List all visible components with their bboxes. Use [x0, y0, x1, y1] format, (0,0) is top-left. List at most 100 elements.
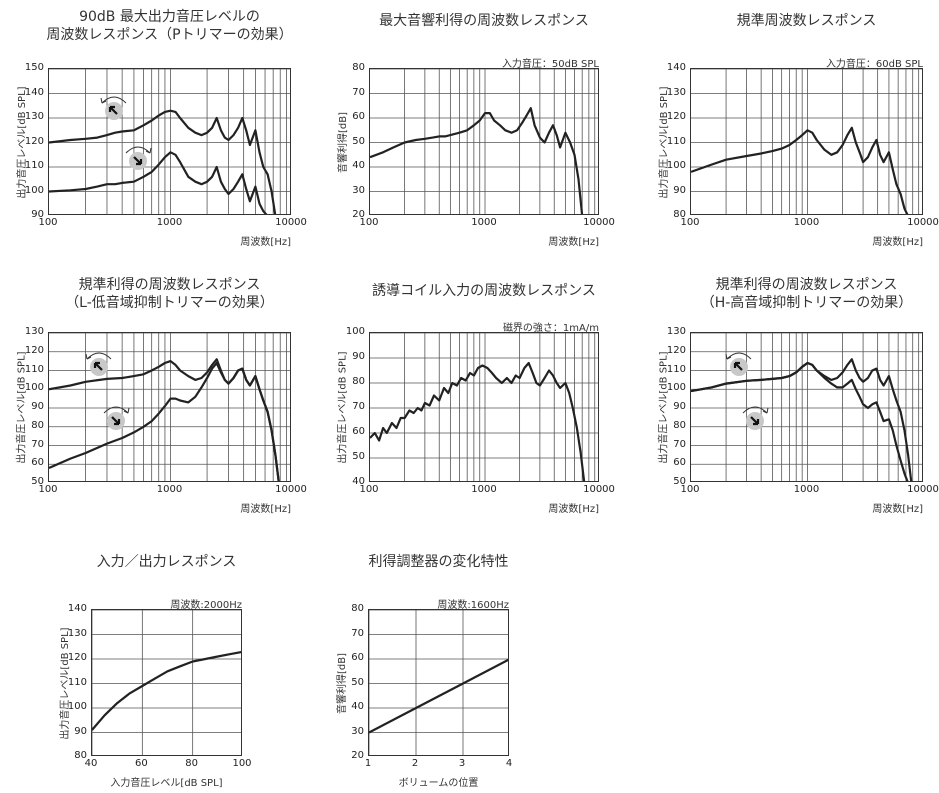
x-tick-label: 10000 [907, 484, 939, 495]
series-line [691, 361, 909, 481]
y-tick-label: 70 [352, 86, 365, 98]
x-axis-label: 周波数[Hz] [872, 504, 923, 515]
y-tick-label: 80 [352, 376, 365, 387]
y-tick-label: 60 [352, 426, 365, 437]
x-tick-label: 1000 [793, 484, 820, 495]
y-axis-label: 音響利得[dB] [336, 652, 348, 714]
plot-area [690, 68, 923, 215]
chart-svg [691, 69, 922, 214]
y-tick-label: 140 [67, 603, 87, 614]
chart-title-line: 利得調整器の変化特性 [368, 554, 509, 570]
y-tick-label: 60 [673, 457, 686, 469]
chart-title-line: 90dB 最大出力音圧レベルの [79, 9, 260, 25]
y-tick-label: 40 [352, 160, 365, 171]
x-axis-label: 周波数[Hz] [872, 237, 923, 248]
y-axis-label: 出力音圧レベル[dB SPL] [337, 351, 349, 464]
chart-title: 規準利得の周波数レスポンス （L-低音域抑制トリマーの効果） [28, 276, 311, 312]
rotate-arrow-icon [103, 406, 130, 413]
x-tick-label: 40 [84, 758, 98, 769]
series-line [49, 361, 280, 481]
y-tick-label: 130 [24, 111, 44, 122]
chart-annotation: 周波数:2000Hz [170, 600, 242, 611]
y-tick-label: 110 [67, 676, 87, 688]
x-tick-label: 1000 [156, 217, 183, 228]
plot-area [690, 332, 923, 482]
x-tick-label: 10000 [583, 217, 615, 228]
x-tick-label: 4 [505, 758, 513, 769]
x-tick-label: 100 [680, 217, 700, 228]
chart-title-line: 規準利得の周波数レスポンス [78, 277, 261, 293]
y-tick-label: 100 [345, 326, 365, 337]
plot-area [48, 332, 291, 482]
series-line [691, 358, 913, 481]
rotate-arrow-icon [100, 96, 126, 104]
y-tick-label: 120 [67, 652, 87, 663]
chart-title-line: 最大音響利得の周波数レスポンス [379, 13, 589, 29]
chart-title: 利得調整器の変化特性 [348, 553, 529, 571]
chart-svg [92, 610, 241, 755]
x-tick-label: 1000 [471, 484, 497, 495]
y-tick-label: 60 [31, 457, 44, 469]
x-tick-label: 2 [411, 758, 419, 769]
series-line [49, 151, 268, 214]
x-axis-label: 周波数[Hz] [548, 504, 599, 515]
plot-area [368, 609, 509, 756]
y-tick-label: 80 [673, 209, 686, 220]
x-axis-label: 周波数[Hz] [548, 237, 599, 248]
y-tick-label: 130 [666, 86, 686, 98]
y-tick-label: 90 [673, 401, 686, 412]
x-tick-label: 1000 [471, 217, 497, 228]
y-axis-label: 出力音圧レベル[dB SPL] [59, 626, 71, 740]
y-tick-label: 100 [666, 160, 686, 171]
trimmer-down-icon [746, 411, 765, 430]
chart-title: 入力／出力レスポンス [71, 553, 262, 571]
y-tick-label: 40 [351, 701, 364, 712]
x-tick-label: 100 [359, 484, 379, 495]
y-tick-label: 90 [352, 351, 365, 362]
series-line [691, 126, 909, 214]
y-tick-label: 50 [673, 476, 686, 487]
x-tick-label: 10000 [583, 484, 615, 495]
y-tick-label: 110 [666, 363, 686, 375]
y-tick-label: 40 [352, 476, 365, 487]
y-tick-label: 20 [352, 209, 365, 220]
chart-title-line: 規準利得の周波数レスポンス [715, 277, 898, 293]
chart-svg [49, 69, 290, 214]
x-tick-label: 1 [364, 758, 372, 769]
y-tick-label: 120 [24, 344, 44, 356]
x-tick-label: 10000 [907, 217, 939, 228]
y-tick-label: 120 [666, 344, 686, 356]
y-tick-label: 130 [67, 627, 87, 639]
y-tick-label: 100 [24, 184, 44, 196]
chart-title: 規準利得の周波数レスポンス （H-高音域抑制トリマーの効果） [670, 276, 939, 312]
plot-area [48, 68, 291, 215]
y-tick-label: 20 [351, 750, 364, 761]
y-tick-label: 100 [666, 382, 686, 394]
chart-svg [691, 333, 922, 481]
plot-area [91, 609, 242, 756]
y-axis-label: 出力音圧レベル[dB SPL] [658, 351, 670, 464]
y-tick-label: 90 [673, 184, 686, 196]
chart-title-line: 規準周波数レスポンス [736, 13, 877, 29]
x-tick-label: 100 [38, 217, 58, 228]
y-tick-label: 120 [666, 111, 686, 122]
y-tick-label: 60 [352, 111, 365, 122]
y-tick-label: 80 [673, 419, 686, 431]
y-tick-label: 100 [24, 382, 44, 394]
x-axis-label: 周波数[Hz] [240, 237, 291, 248]
chart-annotation: 入力音圧：60dB SPL [825, 59, 923, 70]
y-tick-label: 70 [31, 438, 44, 450]
trimmer-up-icon [729, 357, 748, 376]
chart-title-line: 入力／出力レスポンス [96, 554, 237, 570]
trimmer-down-icon [107, 411, 126, 430]
chart-title-line: 周波数レスポンス（Pトリマーの効果） [46, 27, 293, 43]
series-line [92, 650, 241, 731]
plot-area [369, 68, 599, 215]
y-tick-label: 140 [666, 62, 686, 73]
x-tick-label: 1000 [793, 217, 820, 228]
y-tick-label: 70 [352, 401, 365, 412]
series-line [370, 361, 586, 481]
y-tick-label: 90 [31, 401, 44, 412]
y-tick-label: 50 [352, 451, 365, 462]
y-tick-label: 100 [67, 701, 87, 712]
